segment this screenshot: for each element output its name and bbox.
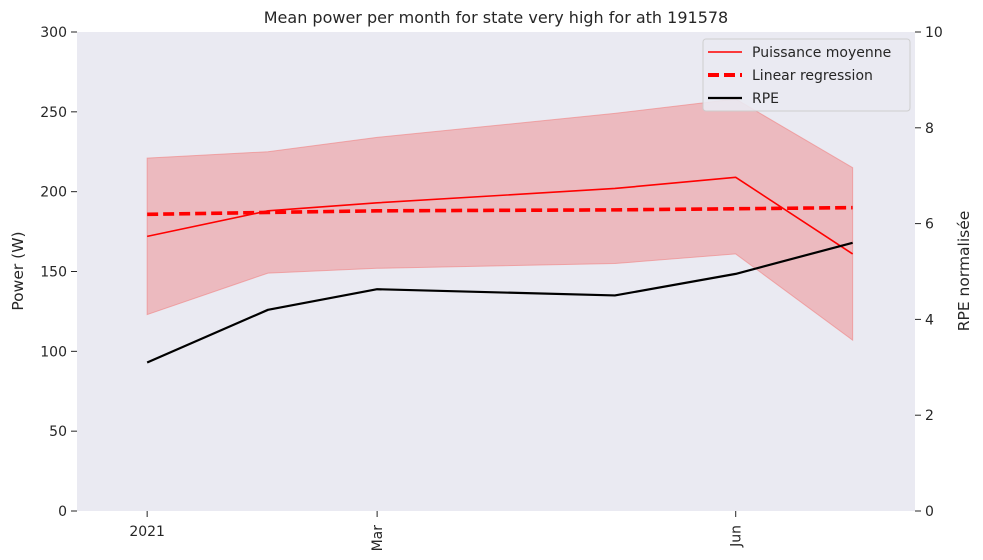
y2-tick-label: 8 bbox=[925, 121, 934, 137]
x-tick-label: Mar bbox=[370, 525, 386, 552]
chart-title: Mean power per month for state very high… bbox=[264, 8, 728, 27]
legend-label-puissance: Puissance moyenne bbox=[752, 45, 891, 61]
y2-tick-label: 4 bbox=[925, 312, 934, 328]
y-tick-label: 150 bbox=[40, 265, 67, 281]
y-tick-label: 50 bbox=[49, 424, 67, 440]
confidence-band-layer bbox=[146, 98, 854, 342]
x-tick-label: Jun bbox=[729, 525, 745, 548]
y2-tick-label: 10 bbox=[925, 25, 943, 41]
y-tick-label: 100 bbox=[40, 344, 67, 360]
y-tick-label: 0 bbox=[58, 504, 67, 520]
left-axis: 0 50 100 150 200 250 300 bbox=[40, 25, 77, 520]
y2-tick-label: 2 bbox=[925, 408, 934, 424]
rpe-line bbox=[146, 241, 853, 364]
legend-box bbox=[702, 38, 911, 112]
y-tick-label: 300 bbox=[40, 25, 67, 41]
plot-area bbox=[77, 32, 915, 511]
y-tick-label: 200 bbox=[40, 185, 67, 201]
confidence-band bbox=[146, 98, 854, 342]
x-axis: 2021 Mar Jun bbox=[129, 511, 745, 552]
y-axis-label: Power (W) bbox=[9, 231, 27, 310]
series-layer bbox=[146, 176, 854, 364]
linear-regression-line bbox=[147, 205, 853, 217]
legend: Puissance moyenne Linear regression RPE bbox=[702, 38, 911, 112]
y2-tick-label: 6 bbox=[925, 217, 934, 233]
y-tick-label: 250 bbox=[40, 105, 67, 121]
y2-tick-label: 0 bbox=[925, 504, 934, 520]
right-axis: 0 2 4 6 8 10 bbox=[915, 25, 943, 520]
y2-axis-label: RPE normalisée bbox=[955, 211, 973, 332]
legend-label-regression: Linear regression bbox=[752, 68, 873, 84]
puissance-moyenne-line bbox=[146, 176, 854, 255]
legend-label-rpe: RPE bbox=[752, 91, 779, 107]
x-tick-label: 2021 bbox=[129, 524, 165, 540]
